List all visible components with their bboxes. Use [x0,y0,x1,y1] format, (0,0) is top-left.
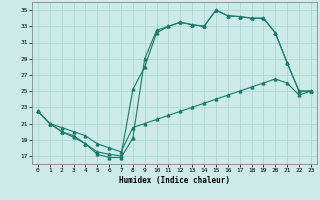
X-axis label: Humidex (Indice chaleur): Humidex (Indice chaleur) [119,176,230,185]
